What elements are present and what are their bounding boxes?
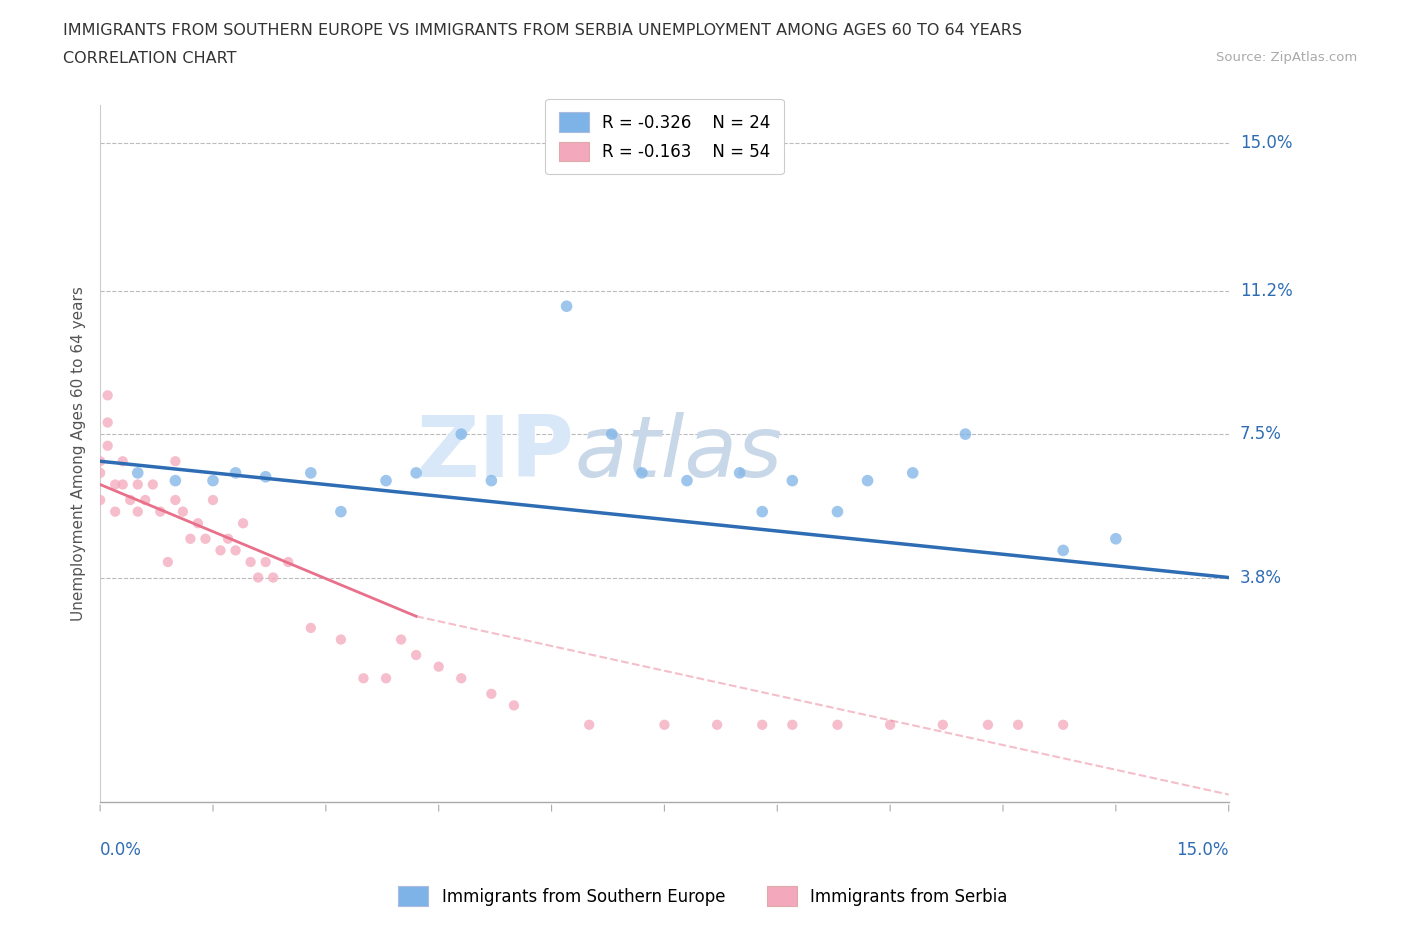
Point	[299, 465, 322, 480]
Point	[165, 493, 187, 508]
Point	[225, 465, 247, 480]
Point	[172, 504, 194, 519]
Point	[503, 698, 526, 713]
Point	[142, 477, 165, 492]
Point	[375, 473, 398, 488]
Point	[232, 516, 254, 531]
Point	[555, 299, 578, 313]
Point	[187, 516, 209, 531]
Point	[479, 473, 502, 488]
Text: 11.2%: 11.2%	[1240, 282, 1292, 299]
Point	[827, 717, 849, 732]
Y-axis label: Unemployment Among Ages 60 to 64 years: Unemployment Among Ages 60 to 64 years	[72, 286, 86, 621]
Point	[89, 493, 111, 508]
Point	[728, 465, 751, 480]
Point	[201, 473, 224, 488]
Point	[389, 632, 412, 647]
Point	[89, 454, 111, 469]
Text: 0.0%: 0.0%	[100, 842, 142, 859]
Point	[751, 504, 773, 519]
Point	[165, 473, 187, 488]
Point	[578, 717, 600, 732]
Point	[156, 554, 179, 569]
Point	[879, 717, 901, 732]
Point	[89, 465, 111, 480]
Point	[827, 504, 849, 519]
Point	[277, 554, 299, 569]
Point	[111, 454, 134, 469]
Point	[262, 570, 284, 585]
Text: Source: ZipAtlas.com: Source: ZipAtlas.com	[1216, 51, 1357, 64]
Point	[97, 415, 120, 430]
Text: CORRELATION CHART: CORRELATION CHART	[63, 51, 236, 66]
Point	[405, 465, 427, 480]
Point	[134, 493, 156, 508]
Point	[104, 477, 127, 492]
Point	[165, 454, 187, 469]
Text: 7.5%: 7.5%	[1240, 425, 1282, 443]
Point	[1105, 531, 1128, 546]
Point	[706, 717, 728, 732]
Point	[239, 554, 262, 569]
Point	[654, 717, 676, 732]
Point	[405, 647, 427, 662]
Point	[782, 717, 804, 732]
Point	[450, 427, 472, 442]
Text: 15.0%: 15.0%	[1240, 135, 1292, 153]
Point	[375, 671, 398, 685]
Point	[353, 671, 375, 685]
Point	[1007, 717, 1029, 732]
Point	[299, 620, 322, 635]
Point	[127, 504, 149, 519]
Point	[127, 477, 149, 492]
Point	[120, 493, 142, 508]
Point	[782, 473, 804, 488]
Legend: Immigrants from Southern Europe, Immigrants from Serbia: Immigrants from Southern Europe, Immigra…	[392, 880, 1014, 912]
Point	[856, 473, 879, 488]
Text: atlas: atlas	[574, 412, 782, 495]
Point	[479, 686, 502, 701]
Point	[676, 473, 699, 488]
Text: IMMIGRANTS FROM SOUTHERN EUROPE VS IMMIGRANTS FROM SERBIA UNEMPLOYMENT AMONG AGE: IMMIGRANTS FROM SOUTHERN EUROPE VS IMMIG…	[63, 23, 1022, 38]
Point	[111, 477, 134, 492]
Point	[329, 632, 352, 647]
Point	[104, 504, 127, 519]
Point	[1052, 543, 1074, 558]
Point	[901, 465, 924, 480]
Point	[977, 717, 1000, 732]
Point	[209, 543, 232, 558]
Point	[149, 504, 172, 519]
Point	[254, 554, 277, 569]
Point	[225, 543, 247, 558]
Point	[97, 438, 120, 453]
Point	[1052, 717, 1074, 732]
Point	[751, 717, 773, 732]
Point	[427, 659, 450, 674]
Point	[254, 470, 277, 485]
Point	[932, 717, 955, 732]
Text: ZIP: ZIP	[416, 412, 574, 495]
Point	[631, 465, 654, 480]
Text: 3.8%: 3.8%	[1240, 568, 1282, 587]
Point	[450, 671, 472, 685]
Point	[217, 531, 239, 546]
Point	[127, 465, 149, 480]
Legend: R = -0.326    N = 24, R = -0.163    N = 54: R = -0.326 N = 24, R = -0.163 N = 54	[546, 100, 783, 174]
Point	[247, 570, 270, 585]
Point	[194, 531, 217, 546]
Point	[201, 493, 224, 508]
Text: 15.0%: 15.0%	[1177, 842, 1229, 859]
Point	[179, 531, 201, 546]
Point	[329, 504, 352, 519]
Point	[97, 388, 120, 403]
Point	[955, 427, 977, 442]
Point	[600, 427, 623, 442]
